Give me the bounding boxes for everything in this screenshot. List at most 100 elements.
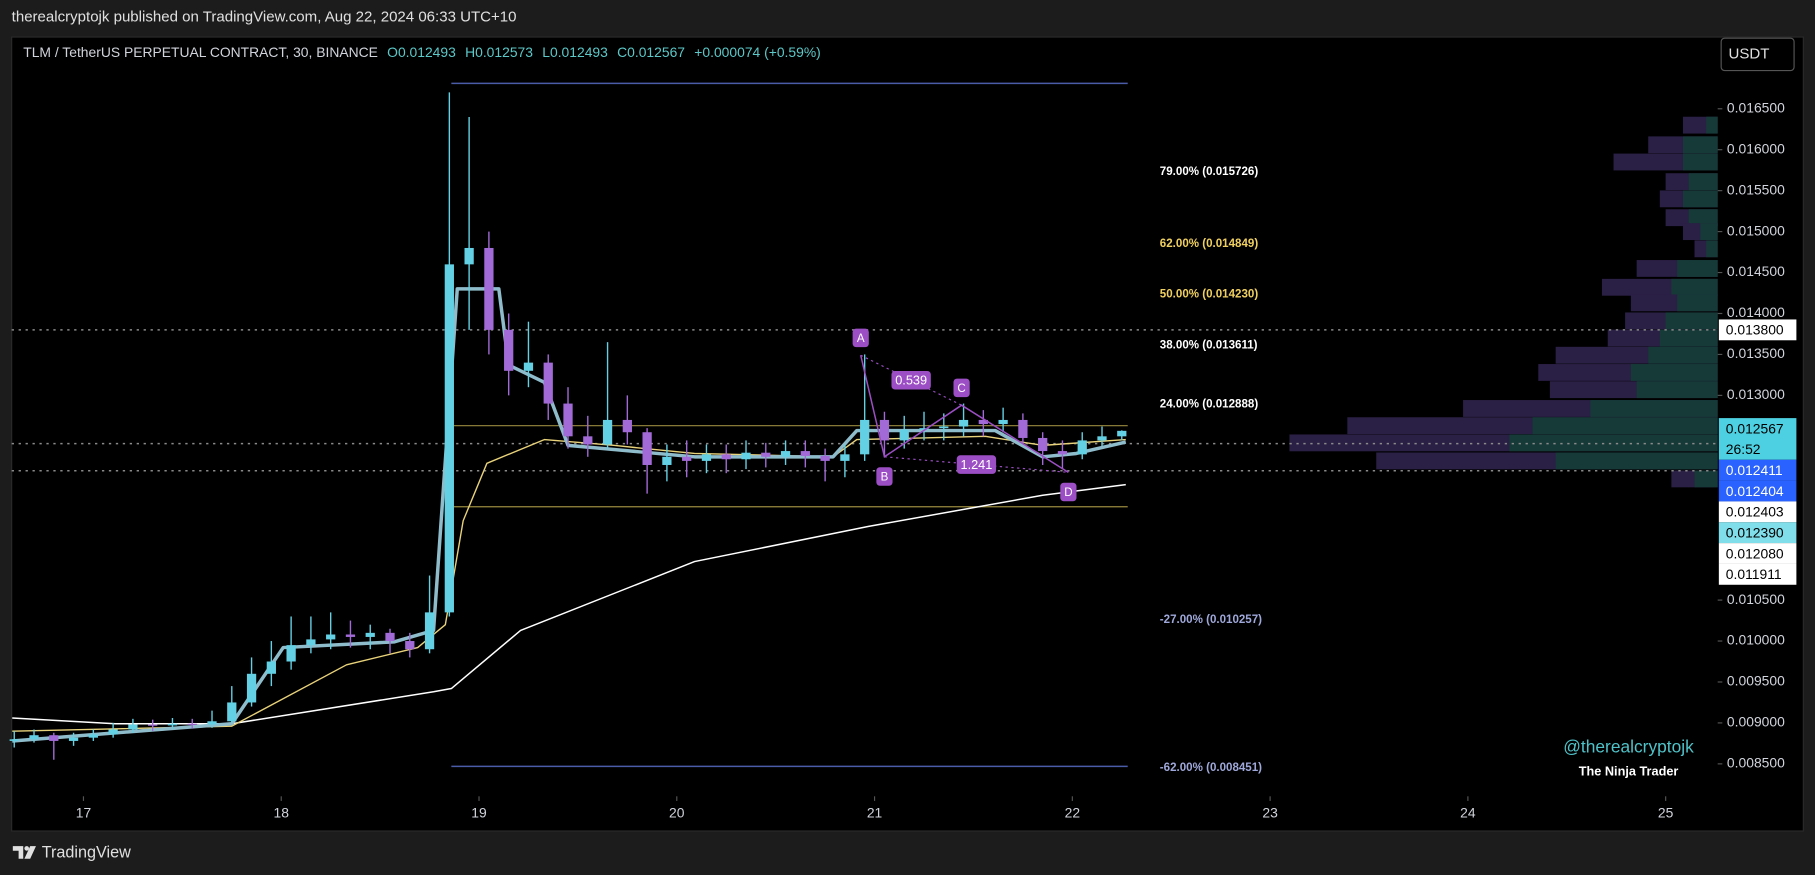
countdown: 26:52 xyxy=(1726,441,1761,457)
candle-body xyxy=(1097,436,1107,441)
volume-row-buy xyxy=(1630,364,1718,381)
x-tick-label: 22 xyxy=(1065,804,1081,820)
pattern-ratio-line xyxy=(884,456,1069,473)
volume-row-buy xyxy=(1671,278,1718,296)
ratio-label: 0.539 xyxy=(895,373,927,388)
fib-label: 50.00% (0.014230) xyxy=(1160,289,1259,301)
candle-body xyxy=(286,645,296,662)
candle-body xyxy=(1038,437,1048,452)
candle-body xyxy=(662,456,672,465)
candle-body xyxy=(345,634,356,637)
fib-label: 38.00% (0.013611) xyxy=(1160,339,1258,351)
fib-label: 62.00% (0.014849) xyxy=(1160,238,1259,250)
price-label: 0.012390 xyxy=(1726,525,1784,541)
candle-body xyxy=(266,661,276,674)
y-tick-label: 0.008500 xyxy=(1727,755,1785,771)
candle-body xyxy=(1117,430,1127,437)
legend-text: H0.012573 xyxy=(465,44,533,60)
volume-row-buy xyxy=(1532,417,1718,435)
price-label-box xyxy=(1718,319,1797,341)
point-badge xyxy=(1060,482,1077,502)
pattern-legs xyxy=(859,355,1069,473)
volume-row-buy xyxy=(1682,153,1718,171)
candle-body xyxy=(701,454,712,461)
point-label: D xyxy=(1064,487,1072,499)
candle-body xyxy=(464,247,474,265)
candle-body xyxy=(1057,451,1068,455)
x-tick-label: 23 xyxy=(1262,804,1278,820)
candle-body xyxy=(326,634,336,640)
volume-row-buy xyxy=(1636,381,1718,399)
watermark-name: The Ninja Trader xyxy=(1579,763,1679,778)
candle-body xyxy=(978,419,988,425)
y-tick-label: 0.009500 xyxy=(1727,673,1785,689)
candle-body xyxy=(523,362,534,371)
candle-body xyxy=(68,737,79,741)
point-badge xyxy=(852,328,869,348)
currency-label[interactable]: USDT xyxy=(1728,45,1769,62)
price-label: 0.012567 xyxy=(1726,420,1784,436)
point-badge xyxy=(876,467,893,486)
volume-row-buy xyxy=(1590,400,1718,417)
candle-body xyxy=(49,735,59,741)
legend-text: TLM / TetherUS PERPETUAL CONTRACT, 30, B… xyxy=(23,44,378,60)
candle-body xyxy=(9,739,19,741)
price-label-box xyxy=(1718,459,1797,481)
y-tick-label: 0.013000 xyxy=(1727,386,1785,402)
y-tick-label: 0.016000 xyxy=(1727,140,1785,156)
candle-body xyxy=(385,632,395,642)
candle-body xyxy=(543,362,553,404)
candle-body xyxy=(1077,440,1087,455)
point-label: B xyxy=(881,472,889,484)
x-tick-label: 17 xyxy=(76,804,92,820)
plot: TLM / TetherUS PERPETUAL CONTRACT, 30, B… xyxy=(9,44,1797,820)
volume-row-buy xyxy=(1694,470,1718,488)
candle-body xyxy=(365,632,375,637)
publisher-line: therealcryptojk published on TradingView… xyxy=(12,8,517,25)
price-label: 0.012404 xyxy=(1726,483,1784,499)
candle-body xyxy=(780,451,791,457)
candle-body xyxy=(148,724,158,726)
candle-body xyxy=(484,247,494,330)
y-tick-label: 0.014500 xyxy=(1727,263,1785,279)
candle-body xyxy=(860,419,870,455)
candle-body xyxy=(246,673,257,703)
candle-body xyxy=(583,436,593,445)
volume-row-buy xyxy=(1682,136,1718,154)
volume-row-buy xyxy=(1706,116,1718,134)
candle-body xyxy=(108,729,118,735)
currency-button[interactable] xyxy=(1720,37,1795,72)
y-tick-label: 0.015500 xyxy=(1727,181,1785,197)
volume-row-buy xyxy=(1648,346,1718,364)
candle-body xyxy=(721,454,731,460)
price-label-box xyxy=(1718,501,1797,523)
candle-body xyxy=(741,452,751,460)
pattern-ratio-line xyxy=(860,354,962,406)
candle-body xyxy=(563,403,573,437)
price-label-box xyxy=(1718,480,1797,502)
x-tick-label: 24 xyxy=(1460,804,1476,820)
candle-body xyxy=(424,612,435,650)
price-label: 0.012080 xyxy=(1726,545,1784,561)
volume-row-buy xyxy=(1677,260,1718,277)
candle-body xyxy=(939,426,949,429)
candle-body xyxy=(602,419,613,445)
volume-row-buy xyxy=(1509,434,1718,452)
candle-body xyxy=(919,428,929,430)
fib-label: -62.00% (0.008451) xyxy=(1160,762,1262,774)
fib-label: 24.00% (0.012888) xyxy=(1160,399,1259,411)
price-label-box xyxy=(1718,418,1797,460)
candle-body xyxy=(128,724,138,730)
y-tick-label: 0.009000 xyxy=(1727,714,1785,730)
y-tick-label: 0.014000 xyxy=(1727,304,1785,320)
candle-body xyxy=(306,639,316,646)
legend-text: L0.012493 xyxy=(542,44,608,60)
volume-row-buy xyxy=(1682,190,1718,208)
tradingview-logo xyxy=(12,846,36,859)
candle-body xyxy=(958,419,969,427)
footer-brand: TradingView xyxy=(42,843,131,861)
y-tick-label: 0.013500 xyxy=(1727,345,1785,361)
candle-body xyxy=(187,723,197,725)
price-label: 0.013800 xyxy=(1726,322,1784,338)
moving-average xyxy=(12,483,1126,725)
